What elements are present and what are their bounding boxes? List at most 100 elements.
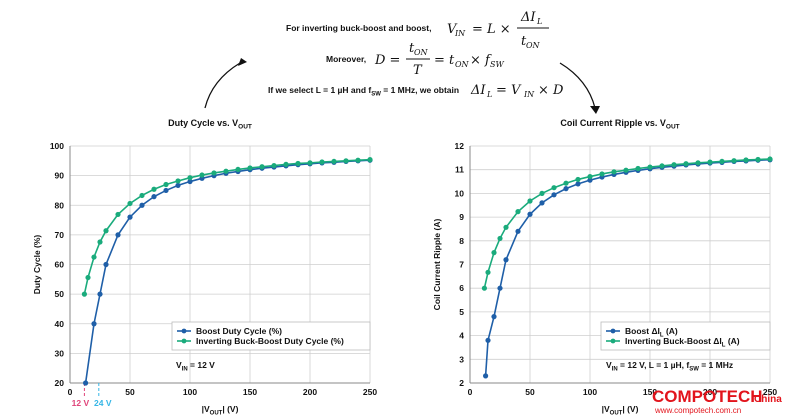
c1-series-1-point: [515, 209, 520, 214]
c0-series-1-point: [97, 239, 102, 244]
c0-series-1-point: [271, 163, 276, 168]
c0-series-1-point: [331, 159, 336, 164]
c0-legend-label: Inverting Buck-Boost Duty Cycle (%): [196, 336, 344, 346]
c0-series-0-point: [91, 321, 96, 326]
c1-series-1-point: [683, 161, 688, 166]
c1-series-0-point: [497, 286, 502, 291]
c1-y-tick-label: 3: [459, 354, 464, 364]
c0-series-1-point: [319, 159, 324, 164]
c1-series-1-point: [695, 160, 700, 165]
c0-y-tick-label: 50: [55, 289, 65, 299]
svg-text:IN: IN: [523, 90, 535, 99]
c0-series-0-point: [83, 380, 88, 385]
c1-series-1-point: [719, 159, 724, 164]
c0-legend-swatch-dot: [182, 329, 187, 334]
c0-y-tick-label: 80: [55, 200, 65, 210]
equations: For inverting buck-boost and boost, V IN…: [205, 10, 600, 114]
equation-2-label: Moreover,: [326, 54, 366, 64]
c0-series-1-point: [199, 172, 204, 177]
c1-series-0-point: [575, 181, 580, 186]
c0-y-axis-label: Duty Cycle (%): [32, 235, 42, 295]
c0-series-1-point: [139, 193, 144, 198]
svg-text:D =: D =: [374, 53, 400, 68]
c1-series-1-point: [485, 270, 490, 275]
c1-series-1-point: [647, 164, 652, 169]
c1-series-1-point: [731, 158, 736, 163]
c1-series-1-point: [743, 157, 748, 162]
svg-text:SW: SW: [490, 60, 504, 69]
c1-series-1-point: [527, 198, 532, 203]
c0-series-1-point: [343, 158, 348, 163]
c0-series-1-point: [151, 187, 156, 192]
c1-x-tick-label: 0: [468, 387, 473, 397]
c1-series-1-point: [551, 185, 556, 190]
c1-x-axis-label: |VOUT| (V): [602, 404, 639, 417]
c1-y-tick-label: 7: [459, 260, 464, 270]
c1-series-0-point: [527, 212, 532, 217]
c0-series-1-point: [82, 292, 87, 297]
c0-vmarker-label: 12 V: [72, 398, 90, 408]
c1-chart-title: Coil Current Ripple vs. VOUT: [560, 118, 679, 131]
svg-text:= V: = V: [496, 83, 522, 98]
svg-text:= t: = t: [434, 53, 455, 68]
c0-series-0-point: [127, 215, 132, 220]
watermark-url: www.compotech.com.cn: [654, 406, 741, 415]
equation-1-label: For inverting buck-boost and boost,: [286, 23, 431, 33]
c0-x-tick-label: 100: [183, 387, 197, 397]
c1-y-tick-label: 8: [459, 236, 464, 246]
svg-text:ON: ON: [526, 41, 541, 50]
c1-series-1-point: [599, 171, 604, 176]
c1-series-1-point: [635, 166, 640, 171]
c0-conditions-note: VIN = 12 V: [176, 360, 215, 373]
c1-series-0-point: [485, 338, 490, 343]
c0-series-1-point: [163, 182, 168, 187]
c1-series-0-point: [483, 373, 488, 378]
svg-text:T: T: [413, 63, 423, 78]
c1-series-0-point: [503, 257, 508, 262]
c0-series-1-point: [295, 161, 300, 166]
watermark-brand: COMPOTECH: [652, 387, 763, 406]
c0-legend-swatch-dot: [182, 339, 187, 344]
c1-legend-swatch-dot: [611, 339, 616, 344]
svg-text:= L ×: = L ×: [472, 22, 511, 37]
coil-ripple-chart: Coil Current Ripple vs. VOUT 2 3 4 5 6 7 8 9 10 11…: [432, 118, 777, 417]
c1-series-0-point: [515, 229, 520, 234]
c1-series-1-point: [563, 181, 568, 186]
c0-vmarker-label: 24 V: [94, 398, 112, 408]
c0-series-0-point: [103, 262, 108, 267]
c0-series-0-point: [115, 232, 120, 237]
svg-text:× D: × D: [538, 83, 564, 98]
c1-series-0-point: [491, 314, 496, 319]
equation-2: D = t ON T = t ON × f SW: [374, 41, 504, 78]
svg-text:ON: ON: [455, 60, 470, 69]
c0-series-1-point: [115, 212, 120, 217]
c0-y-tick-label: 70: [55, 230, 65, 240]
c1-series-1-point: [491, 250, 496, 255]
c0-x-tick-label: 200: [303, 387, 317, 397]
c0-y-tick-label: 40: [55, 319, 65, 329]
svg-text:ON: ON: [414, 48, 429, 57]
c1-y-tick-label: 2: [459, 378, 464, 388]
svg-text:ΔI: ΔI: [520, 10, 536, 25]
c0-series-1-point: [235, 167, 240, 172]
c0-series-1-point: [85, 275, 90, 280]
c1-series-1-point: [482, 286, 487, 291]
c0-series-line-1: [84, 160, 370, 294]
c0-series-0-point: [139, 203, 144, 208]
equation-3-label: If we select L = 1 µH and fSW = 1 MHz, w…: [268, 85, 459, 98]
c0-x-axis-label: |VOUT| (V): [202, 404, 239, 417]
c1-series-1-point: [497, 236, 502, 241]
c1-y-tick-label: 4: [459, 331, 464, 341]
c1-legend-swatch-dot: [611, 329, 616, 334]
c0-series-1-point: [127, 201, 132, 206]
c1-series-line-1: [484, 159, 770, 288]
svg-text:L: L: [486, 90, 492, 99]
c0-series-1-point: [307, 160, 312, 165]
c1-y-tick-label: 11: [455, 165, 464, 175]
c0-series-0-point: [97, 292, 102, 297]
svg-text:ΔI: ΔI: [470, 83, 486, 98]
c1-series-1-point: [659, 163, 664, 168]
svg-text:IN: IN: [454, 29, 466, 38]
c1-conditions-note: VIN = 12 V, L = 1 µH, fSW = 1 MHz: [606, 360, 733, 373]
c0-series-1-point: [355, 158, 360, 163]
